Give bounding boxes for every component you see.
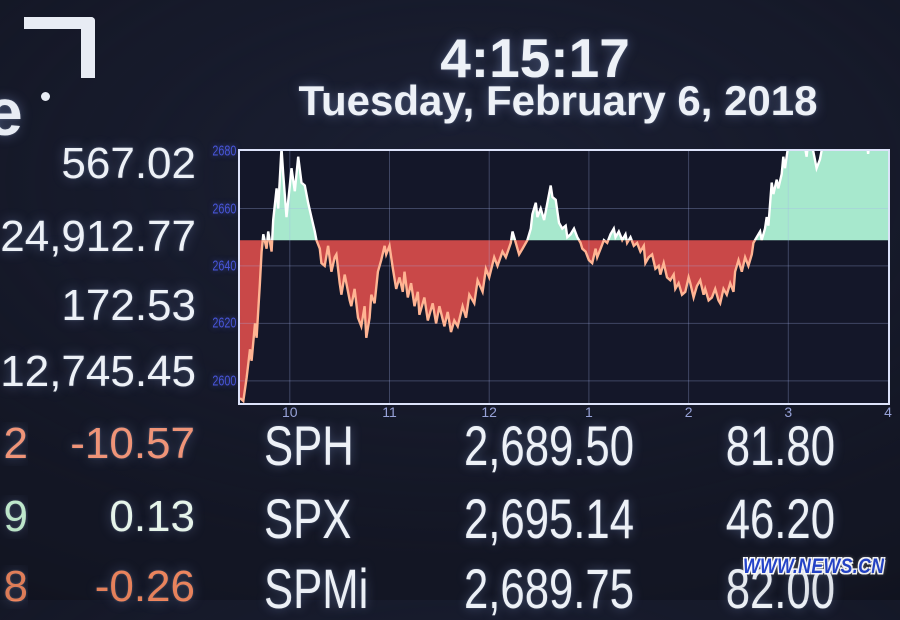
nyse-logo-partial-letter: e	[0, 75, 23, 149]
quote-last: 2,689.75	[463, 557, 634, 620]
x-axis-label: 10	[282, 404, 298, 420]
clock-time: 4:15:17	[440, 27, 630, 89]
quote-change: 81.80	[725, 414, 835, 477]
nyse-logo-dot-icon	[41, 92, 50, 101]
x-axis-label: 12	[481, 404, 497, 420]
left-stat-value: 12,745.45	[0, 347, 196, 396]
y-axis-label: 2600	[211, 372, 236, 390]
left-stat-value: 24,912.77	[0, 212, 196, 261]
left-stat-value: 172.53	[61, 281, 196, 330]
news-watermark: WWW.NEWS.CN	[742, 555, 884, 578]
chart-y-axis: 2680 2660 2640 2620 2600	[200, 143, 236, 403]
left-stat-value: 567.02	[61, 139, 196, 188]
quote-change: 46.20	[725, 487, 835, 550]
quote-symbol: SPMi	[264, 557, 369, 620]
left-change-value: -0.26	[94, 562, 195, 611]
area-above-baseline	[262, 151, 888, 241]
x-axis-label: 1	[584, 404, 593, 420]
x-axis-label: 2	[684, 404, 693, 420]
intraday-chart	[238, 149, 890, 405]
chart-x-axis: 10 11 12 1 2 3 4	[240, 404, 892, 422]
x-axis-label: 11	[382, 404, 397, 420]
left-partial-digit: 9	[3, 495, 28, 539]
left-change-value: -10.57	[70, 419, 195, 468]
x-axis-label: 3	[784, 404, 793, 420]
price-line-above	[261, 151, 870, 241]
y-axis-label: 2640	[211, 257, 236, 275]
left-change-value: 0.13	[109, 492, 195, 541]
quote-last: 2,689.50	[463, 414, 634, 477]
y-axis-label: 2680	[211, 142, 236, 160]
clock-date: Tuesday, February 6, 2018	[298, 77, 818, 124]
area-below-baseline	[240, 240, 755, 401]
left-partial-digit: 2	[3, 422, 28, 466]
quote-symbol: SPH	[264, 414, 354, 477]
x-axis-label: 4	[884, 404, 892, 420]
price-line-below	[240, 240, 763, 403]
y-axis-label: 2660	[211, 200, 236, 217]
quote-symbol: SPX	[264, 487, 352, 550]
y-axis-label: 2620	[211, 314, 236, 332]
chart-svg	[240, 151, 888, 403]
quote-last: 2,695.14	[463, 487, 634, 550]
nyse-logo-bracket-icon	[24, 17, 95, 78]
